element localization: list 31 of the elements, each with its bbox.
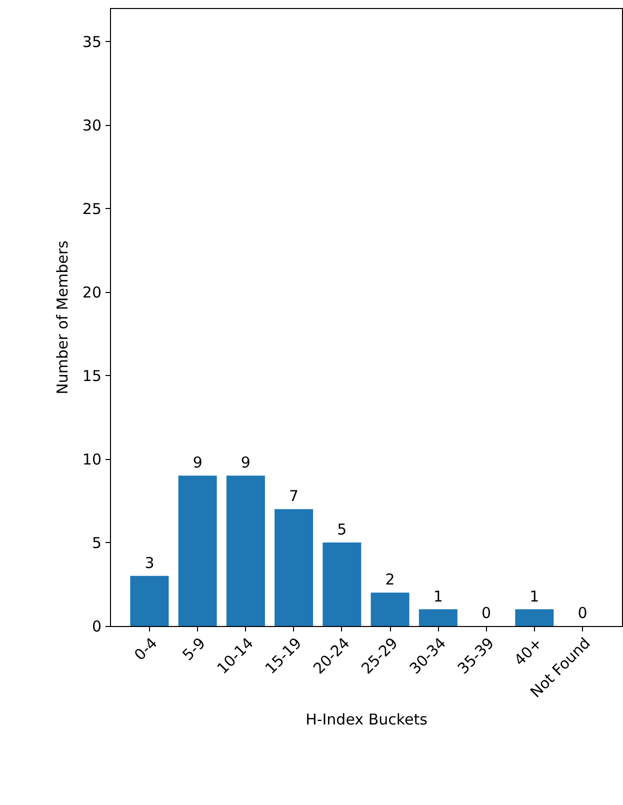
- data-label: 1: [433, 587, 443, 606]
- y-tick-label: 30: [82, 116, 102, 134]
- data-label: 1: [530, 587, 540, 606]
- bar: [418, 609, 458, 626]
- y-tick-label: 20: [82, 283, 102, 302]
- data-label: 7: [289, 487, 299, 506]
- y-tick-label: 10: [82, 450, 102, 468]
- x-tick-label: 5-9: [178, 634, 209, 664]
- data-label: 0: [482, 604, 492, 622]
- data-label: 9: [192, 454, 202, 472]
- x-tick-label: 0-4: [130, 634, 161, 664]
- bar: [322, 542, 362, 626]
- x-axis-title: H-Index Buckets: [306, 710, 428, 728]
- data-label: 9: [240, 454, 250, 472]
- y-axis-title: Number of Members: [53, 240, 72, 394]
- bar: [370, 592, 410, 626]
- bar: [226, 476, 265, 626]
- data-label: 0: [578, 604, 588, 622]
- x-tick-label: 40+: [510, 634, 546, 670]
- bar: [178, 476, 217, 626]
- bar: [130, 576, 169, 626]
- y-tick-label: 25: [82, 200, 102, 218]
- y-tick-label: 0: [92, 618, 102, 636]
- data-label: 5: [337, 520, 347, 538]
- y-tick-label: 35: [82, 32, 102, 51]
- data-label: 3: [144, 554, 154, 572]
- bar: [515, 609, 554, 626]
- data-label: 2: [385, 570, 395, 589]
- y-tick-label: 15: [82, 366, 102, 385]
- bar: [274, 509, 314, 626]
- y-tick-label: 5: [92, 534, 102, 552]
